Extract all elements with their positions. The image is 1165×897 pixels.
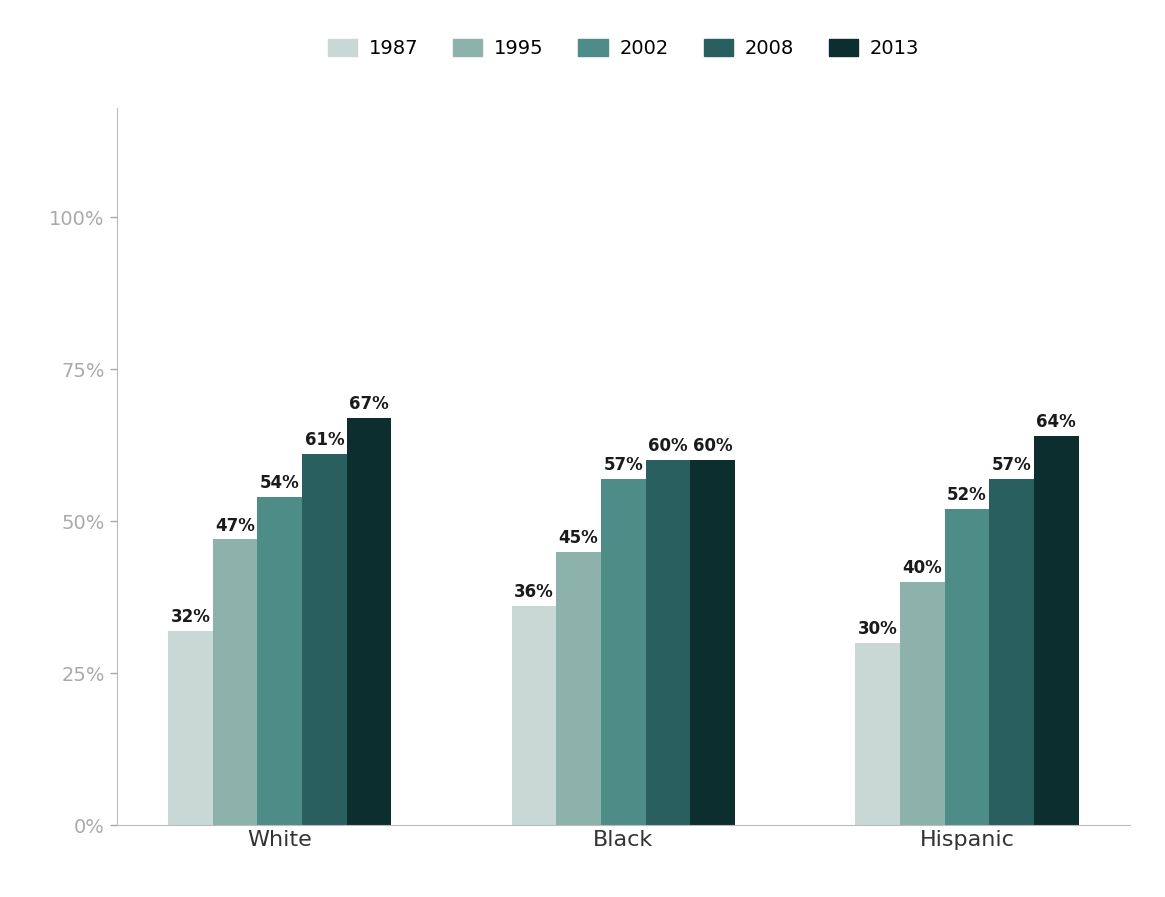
Text: 60%: 60% bbox=[693, 438, 733, 456]
Bar bbox=[691, 460, 735, 825]
Text: 67%: 67% bbox=[350, 395, 389, 413]
Text: 57%: 57% bbox=[991, 456, 1031, 474]
Bar bbox=[899, 582, 945, 825]
Bar bbox=[945, 509, 989, 825]
Bar bbox=[511, 606, 556, 825]
Bar bbox=[645, 460, 691, 825]
Text: 54%: 54% bbox=[260, 474, 299, 492]
Bar bbox=[257, 497, 302, 825]
Text: 30%: 30% bbox=[857, 620, 897, 638]
Bar bbox=[347, 418, 391, 825]
Bar bbox=[1033, 436, 1079, 825]
Bar bbox=[213, 539, 257, 825]
Text: 64%: 64% bbox=[1037, 414, 1076, 431]
Bar bbox=[302, 454, 347, 825]
Bar bbox=[601, 479, 645, 825]
Bar bbox=[556, 552, 601, 825]
Bar bbox=[168, 631, 213, 825]
Bar bbox=[989, 479, 1033, 825]
Text: 47%: 47% bbox=[216, 517, 255, 535]
Text: 61%: 61% bbox=[304, 431, 344, 449]
Bar bbox=[855, 643, 899, 825]
Text: 36%: 36% bbox=[514, 583, 553, 602]
Text: 45%: 45% bbox=[559, 528, 599, 546]
Text: 60%: 60% bbox=[648, 438, 687, 456]
Text: 52%: 52% bbox=[947, 486, 987, 504]
Text: 40%: 40% bbox=[903, 559, 942, 577]
Text: 57%: 57% bbox=[603, 456, 643, 474]
Text: 32%: 32% bbox=[170, 608, 211, 626]
Legend: 1987, 1995, 2002, 2008, 2013: 1987, 1995, 2002, 2008, 2013 bbox=[320, 31, 926, 66]
